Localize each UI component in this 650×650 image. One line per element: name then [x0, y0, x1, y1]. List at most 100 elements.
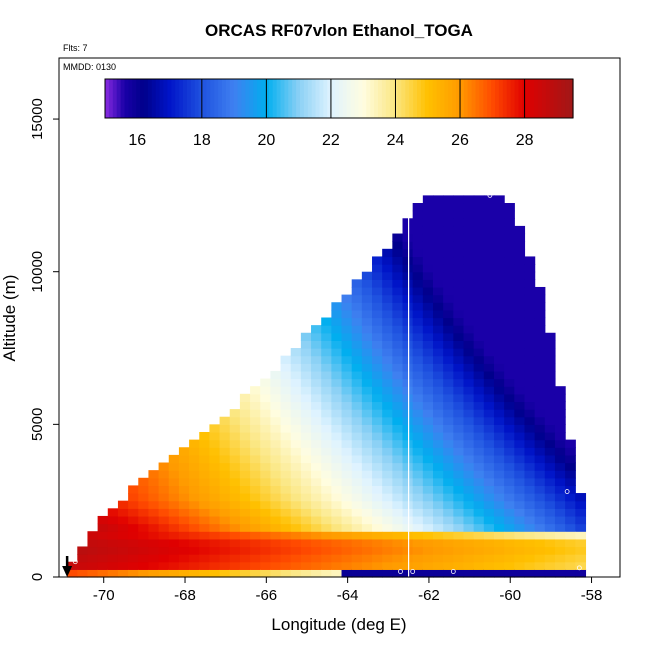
heatmap-cell [544, 454, 556, 464]
heatmap-cell [504, 317, 515, 326]
heatmap-cell [412, 363, 424, 372]
heatmap-cell [504, 401, 515, 410]
colorbar-segment [366, 79, 371, 118]
heatmap-cell [433, 470, 444, 479]
heatmap-cell [473, 493, 485, 502]
heatmap-cell [422, 195, 434, 204]
heatmap-cell [483, 569, 495, 578]
heatmap-cell [199, 508, 211, 517]
sample-marker [410, 192, 416, 198]
colorbar-segment [545, 79, 551, 118]
heatmap-cell [168, 454, 180, 464]
heatmap-cell [412, 378, 424, 387]
heatmap-cell [534, 523, 546, 532]
heatmap-cell [534, 355, 546, 364]
heatmap-cell [493, 241, 505, 250]
heatmap-cell [361, 454, 373, 464]
heatmap-cell [239, 454, 251, 464]
heatmap-cell [473, 401, 485, 410]
heatmap-cell [168, 546, 180, 555]
heatmap-cell [453, 447, 465, 456]
heatmap-cell [544, 332, 556, 341]
heatmap-cell [250, 523, 261, 532]
sample-marker [398, 569, 403, 574]
heatmap-cell [321, 508, 332, 517]
heatmap-cell [534, 462, 546, 471]
heatmap-cell [382, 340, 393, 349]
heatmap-cell [300, 378, 312, 387]
heatmap-cell [290, 546, 302, 555]
heatmap-cell [372, 447, 383, 456]
heatmap-cell [351, 416, 363, 425]
heatmap-cell [361, 386, 373, 395]
heatmap-cell [473, 317, 485, 326]
heatmap-cell [453, 470, 465, 479]
heatmap-cell [473, 325, 485, 334]
heatmap-cell [300, 477, 312, 487]
heatmap-cell [433, 424, 444, 433]
heatmap-cell [504, 302, 515, 311]
heatmap-cell [453, 409, 465, 418]
heatmap-cell [443, 523, 454, 532]
heatmap-cell [544, 416, 556, 425]
heatmap-cell [473, 561, 485, 570]
heatmap-cell [311, 462, 322, 471]
heatmap-cell [473, 508, 485, 517]
heatmap-cell [524, 271, 536, 280]
colorbar-segment [534, 79, 539, 118]
heatmap-cell [351, 370, 363, 380]
heatmap-cell [504, 340, 515, 349]
heatmap-cell [463, 355, 475, 364]
heatmap-cell [565, 538, 576, 548]
heatmap-cell [473, 462, 485, 471]
heatmap-cell [392, 531, 404, 540]
heatmap-cell [77, 554, 89, 563]
heatmap-cell [372, 454, 383, 464]
heatmap-cell [229, 462, 241, 471]
heatmap-cell [544, 393, 556, 403]
heatmap-cell [544, 424, 556, 433]
heatmap-cell [443, 416, 454, 425]
heatmap-cell [331, 424, 343, 433]
heatmap-cell [168, 531, 180, 540]
colorbar-segment [518, 79, 523, 118]
colorbar-segment [495, 79, 500, 118]
heatmap-cell [382, 256, 393, 265]
colorbar-segment [456, 79, 461, 118]
heatmap-cell [443, 218, 454, 227]
heatmap-cell [219, 508, 231, 517]
heatmap-cell [575, 508, 587, 517]
heatmap-cell [473, 569, 485, 578]
heatmap-cell [504, 294, 515, 303]
heatmap-cell [443, 286, 454, 296]
heatmap-cell [372, 355, 383, 364]
heatmap-cell [483, 317, 495, 326]
heatmap-cell [514, 370, 526, 380]
heatmap-cell [524, 317, 536, 326]
heatmap-cell [168, 470, 180, 479]
colorbar-frame [104, 78, 574, 119]
heatmap-cell [402, 409, 414, 418]
heatmap-cell [544, 554, 556, 563]
heatmap-cell [402, 462, 414, 471]
heatmap-cell [260, 554, 271, 563]
heatmap-cell [463, 233, 475, 242]
heatmap-cell [463, 348, 475, 357]
heatmap-cell [219, 447, 231, 456]
heatmap-cell [392, 401, 404, 410]
heatmap-cell [514, 393, 526, 403]
colorbar-segment [510, 79, 516, 118]
x-tick-label: -62 [418, 587, 440, 604]
heatmap-cell [382, 401, 393, 410]
heatmap-cell [402, 264, 414, 273]
heatmap-cell [473, 378, 485, 387]
heatmap-cell [168, 493, 180, 502]
colorbar-segment [210, 79, 215, 118]
heatmap-cell [534, 340, 546, 349]
heatmap-cell [402, 248, 414, 258]
heatmap-cell [382, 279, 393, 288]
colorbar-tick-label: 18 [193, 132, 211, 149]
heatmap-cell [554, 462, 566, 471]
heatmap-cell [433, 569, 444, 578]
heatmap-cell [433, 393, 444, 403]
